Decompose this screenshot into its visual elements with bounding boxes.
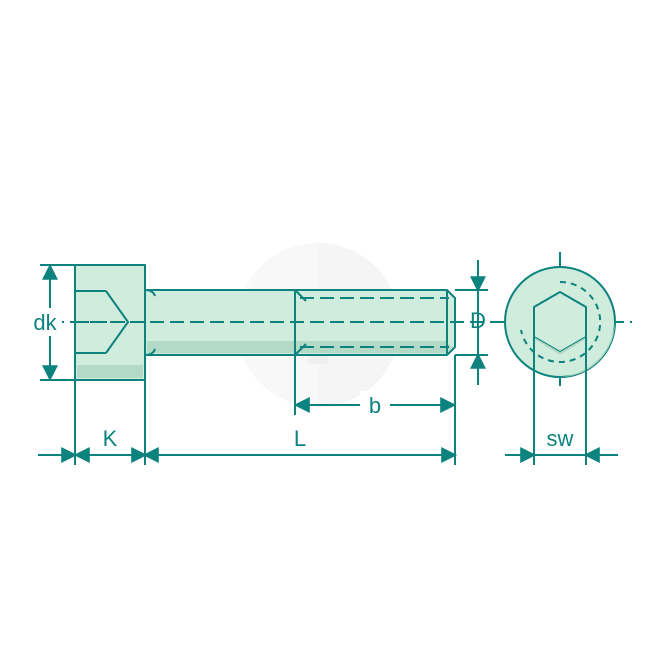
technical-diagram: :root { --stroke: #0d837f; --fill: #d0ec… <box>0 0 650 650</box>
bolt-end-view <box>505 252 615 392</box>
label-b: b <box>369 393 381 418</box>
label-D: D <box>470 308 486 333</box>
dim-dk: dk <box>28 265 75 380</box>
label-K: K <box>103 426 118 451</box>
label-dk: dk <box>33 310 57 335</box>
label-sw: sw <box>547 426 574 451</box>
label-L: L <box>294 426 306 451</box>
